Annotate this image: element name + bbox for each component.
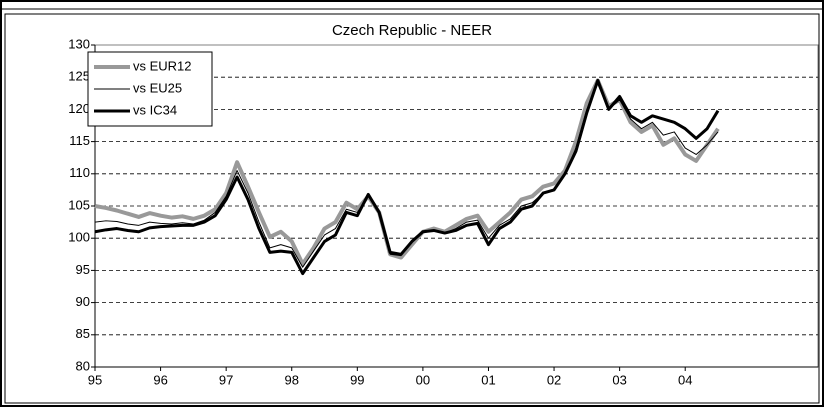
legend-label: vs EUR12	[133, 58, 192, 73]
x-tick-label: 02	[547, 372, 561, 387]
y-tick-label: 80	[76, 358, 90, 373]
x-tick-label: 95	[88, 372, 102, 387]
y-tick-label: 85	[76, 326, 90, 341]
y-tick-label: 110	[69, 165, 90, 180]
y-tick-label: 95	[76, 262, 90, 277]
legend-label: vs IC34	[133, 102, 177, 117]
y-tick-label: 90	[76, 294, 90, 309]
y-tick-label: 125	[68, 69, 90, 84]
x-tick-label: 04	[678, 372, 692, 387]
x-tick-label: 99	[350, 372, 364, 387]
legend-label: vs EU25	[133, 80, 182, 95]
x-tick-label: 00	[416, 372, 430, 387]
x-tick-label: 98	[285, 372, 299, 387]
y-tick-label: 105	[68, 197, 90, 212]
x-tick-label: 96	[153, 372, 167, 387]
chart-title: Czech Republic - NEER	[332, 22, 492, 39]
x-tick-label: 03	[612, 372, 626, 387]
inner-frame	[4, 13, 820, 404]
y-tick-label: 100	[68, 230, 90, 245]
x-tick-label: 97	[219, 372, 233, 387]
y-tick-label: 120	[68, 101, 90, 116]
y-tick-label: 115	[69, 133, 90, 148]
y-tick-label: 130	[68, 36, 90, 51]
x-tick-label: 01	[481, 372, 495, 387]
series-line	[94, 78, 720, 276]
